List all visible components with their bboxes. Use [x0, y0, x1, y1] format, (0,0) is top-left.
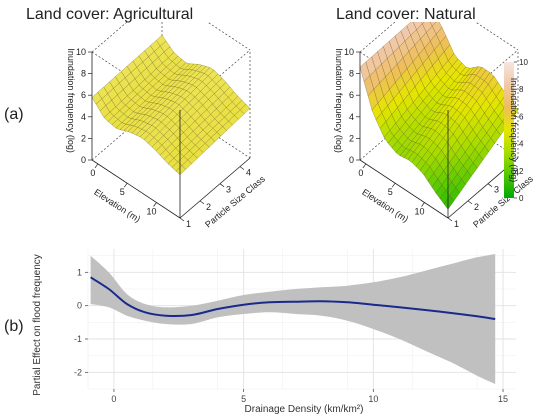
x-tick — [362, 163, 367, 169]
agricultural-surface-plot: 0 2 4 6 8 10 0 5 10 1 2 3 4 Elevation (m) Particle Siz… — [66, 22, 267, 230]
colorbar-label: Inundation frequency (log) — [509, 78, 519, 183]
box-edge — [359, 159, 449, 219]
confidence-band — [90, 254, 496, 384]
z-tick-label: 0 — [349, 155, 354, 165]
box-edge — [179, 49, 251, 111]
x-tick — [123, 182, 128, 188]
x-tick — [153, 202, 157, 207]
y-tick — [447, 217, 453, 222]
box-edge — [91, 159, 181, 219]
y-tick — [199, 200, 205, 205]
panel-b-label: (b) — [4, 318, 24, 335]
elevation-axis-label: Elevation (m) — [360, 187, 410, 224]
inundation-axis-label: Inundation frequency (log) — [334, 48, 344, 153]
z-tick-label: 4 — [81, 112, 86, 122]
colorbar-tick-label: 6 — [519, 112, 524, 121]
z-tick-label: 2 — [349, 133, 354, 143]
colorbar-tick-label: 2 — [519, 167, 524, 176]
y-tick — [467, 200, 473, 205]
x-tick-label: 5 — [388, 187, 393, 197]
y-tick-label: 3 — [226, 185, 231, 195]
x-tick-label: 5 — [120, 187, 125, 197]
z-tick-label: 0 — [81, 155, 86, 165]
colorbar-tick-label: 10 — [519, 58, 528, 67]
y-tick-label: 3 — [494, 185, 499, 195]
x-tick — [94, 163, 99, 169]
x-tick — [391, 182, 396, 188]
z-tick-label: 4 — [349, 112, 354, 122]
colorbar-gradient — [504, 62, 514, 198]
y-axis-label: Partial Effect on flood frequency — [32, 254, 43, 396]
z-tick-label: 6 — [81, 90, 86, 100]
y-tick-label: 4 — [514, 168, 519, 178]
box-edge — [447, 49, 519, 111]
y-tick-label: 0 — [77, 301, 82, 311]
y-tick — [179, 217, 185, 222]
x-tick-label: 0 — [358, 168, 363, 178]
z-tick-label: 8 — [349, 69, 354, 79]
partial-effect-chart: 0 5 10 15 -2 -1 0 1 Drainage Density (km/km²) P… — [32, 249, 516, 415]
y-tick — [487, 183, 493, 187]
agricultural-chart-title: Land cover: Agricultural — [26, 6, 194, 23]
particle-size-axis-label: Particle Size Class — [203, 173, 267, 229]
box-edge — [206, 22, 251, 51]
y-tick — [239, 166, 245, 170]
colorbar-tick-label: 0 — [519, 194, 524, 203]
z-tick-label: 2 — [81, 133, 86, 143]
x-tick — [421, 202, 425, 207]
elevation-axis-label: Elevation (m) — [92, 187, 142, 224]
y-tick-label: -1 — [74, 334, 82, 344]
inundation-axis-label: Inundation frequency (log) — [66, 48, 76, 153]
y-tick-label: -2 — [74, 367, 82, 377]
colorbar-tick-label: 8 — [519, 85, 524, 94]
x-tick-label: 5 — [241, 394, 246, 404]
x-tick-label: 0 — [90, 168, 95, 178]
y-tick-label: 2 — [206, 202, 211, 212]
x-tick-label: 10 — [146, 207, 156, 217]
z-tick-label: 6 — [349, 90, 354, 100]
y-tick-label: 1 — [77, 267, 82, 277]
y-tick-label: 1 — [186, 219, 191, 229]
y-tick — [219, 183, 225, 187]
colorbar-tick-label: 4 — [519, 140, 524, 149]
panel-a-label: (a) — [4, 106, 24, 123]
y-tick-label: 1 — [454, 219, 459, 229]
y-tick-label: 2 — [474, 202, 479, 212]
x-tick-label: 0 — [111, 394, 116, 404]
fit-line — [90, 276, 496, 320]
z-tick-label: 8 — [81, 69, 86, 79]
x-axis-label: Drainage Density (km/km²) — [245, 404, 364, 415]
x-tick-label: 15 — [498, 394, 508, 404]
x-tick-label: 10 — [414, 207, 424, 217]
y-tick-label: 4 — [246, 168, 251, 178]
x-tick-label: 10 — [368, 394, 378, 404]
z-tick-label: 10 — [76, 47, 86, 57]
z-tick-label: 10 — [344, 47, 354, 57]
box-edge — [179, 157, 251, 219]
natural-chart-title: Land cover: Natural — [336, 6, 476, 23]
